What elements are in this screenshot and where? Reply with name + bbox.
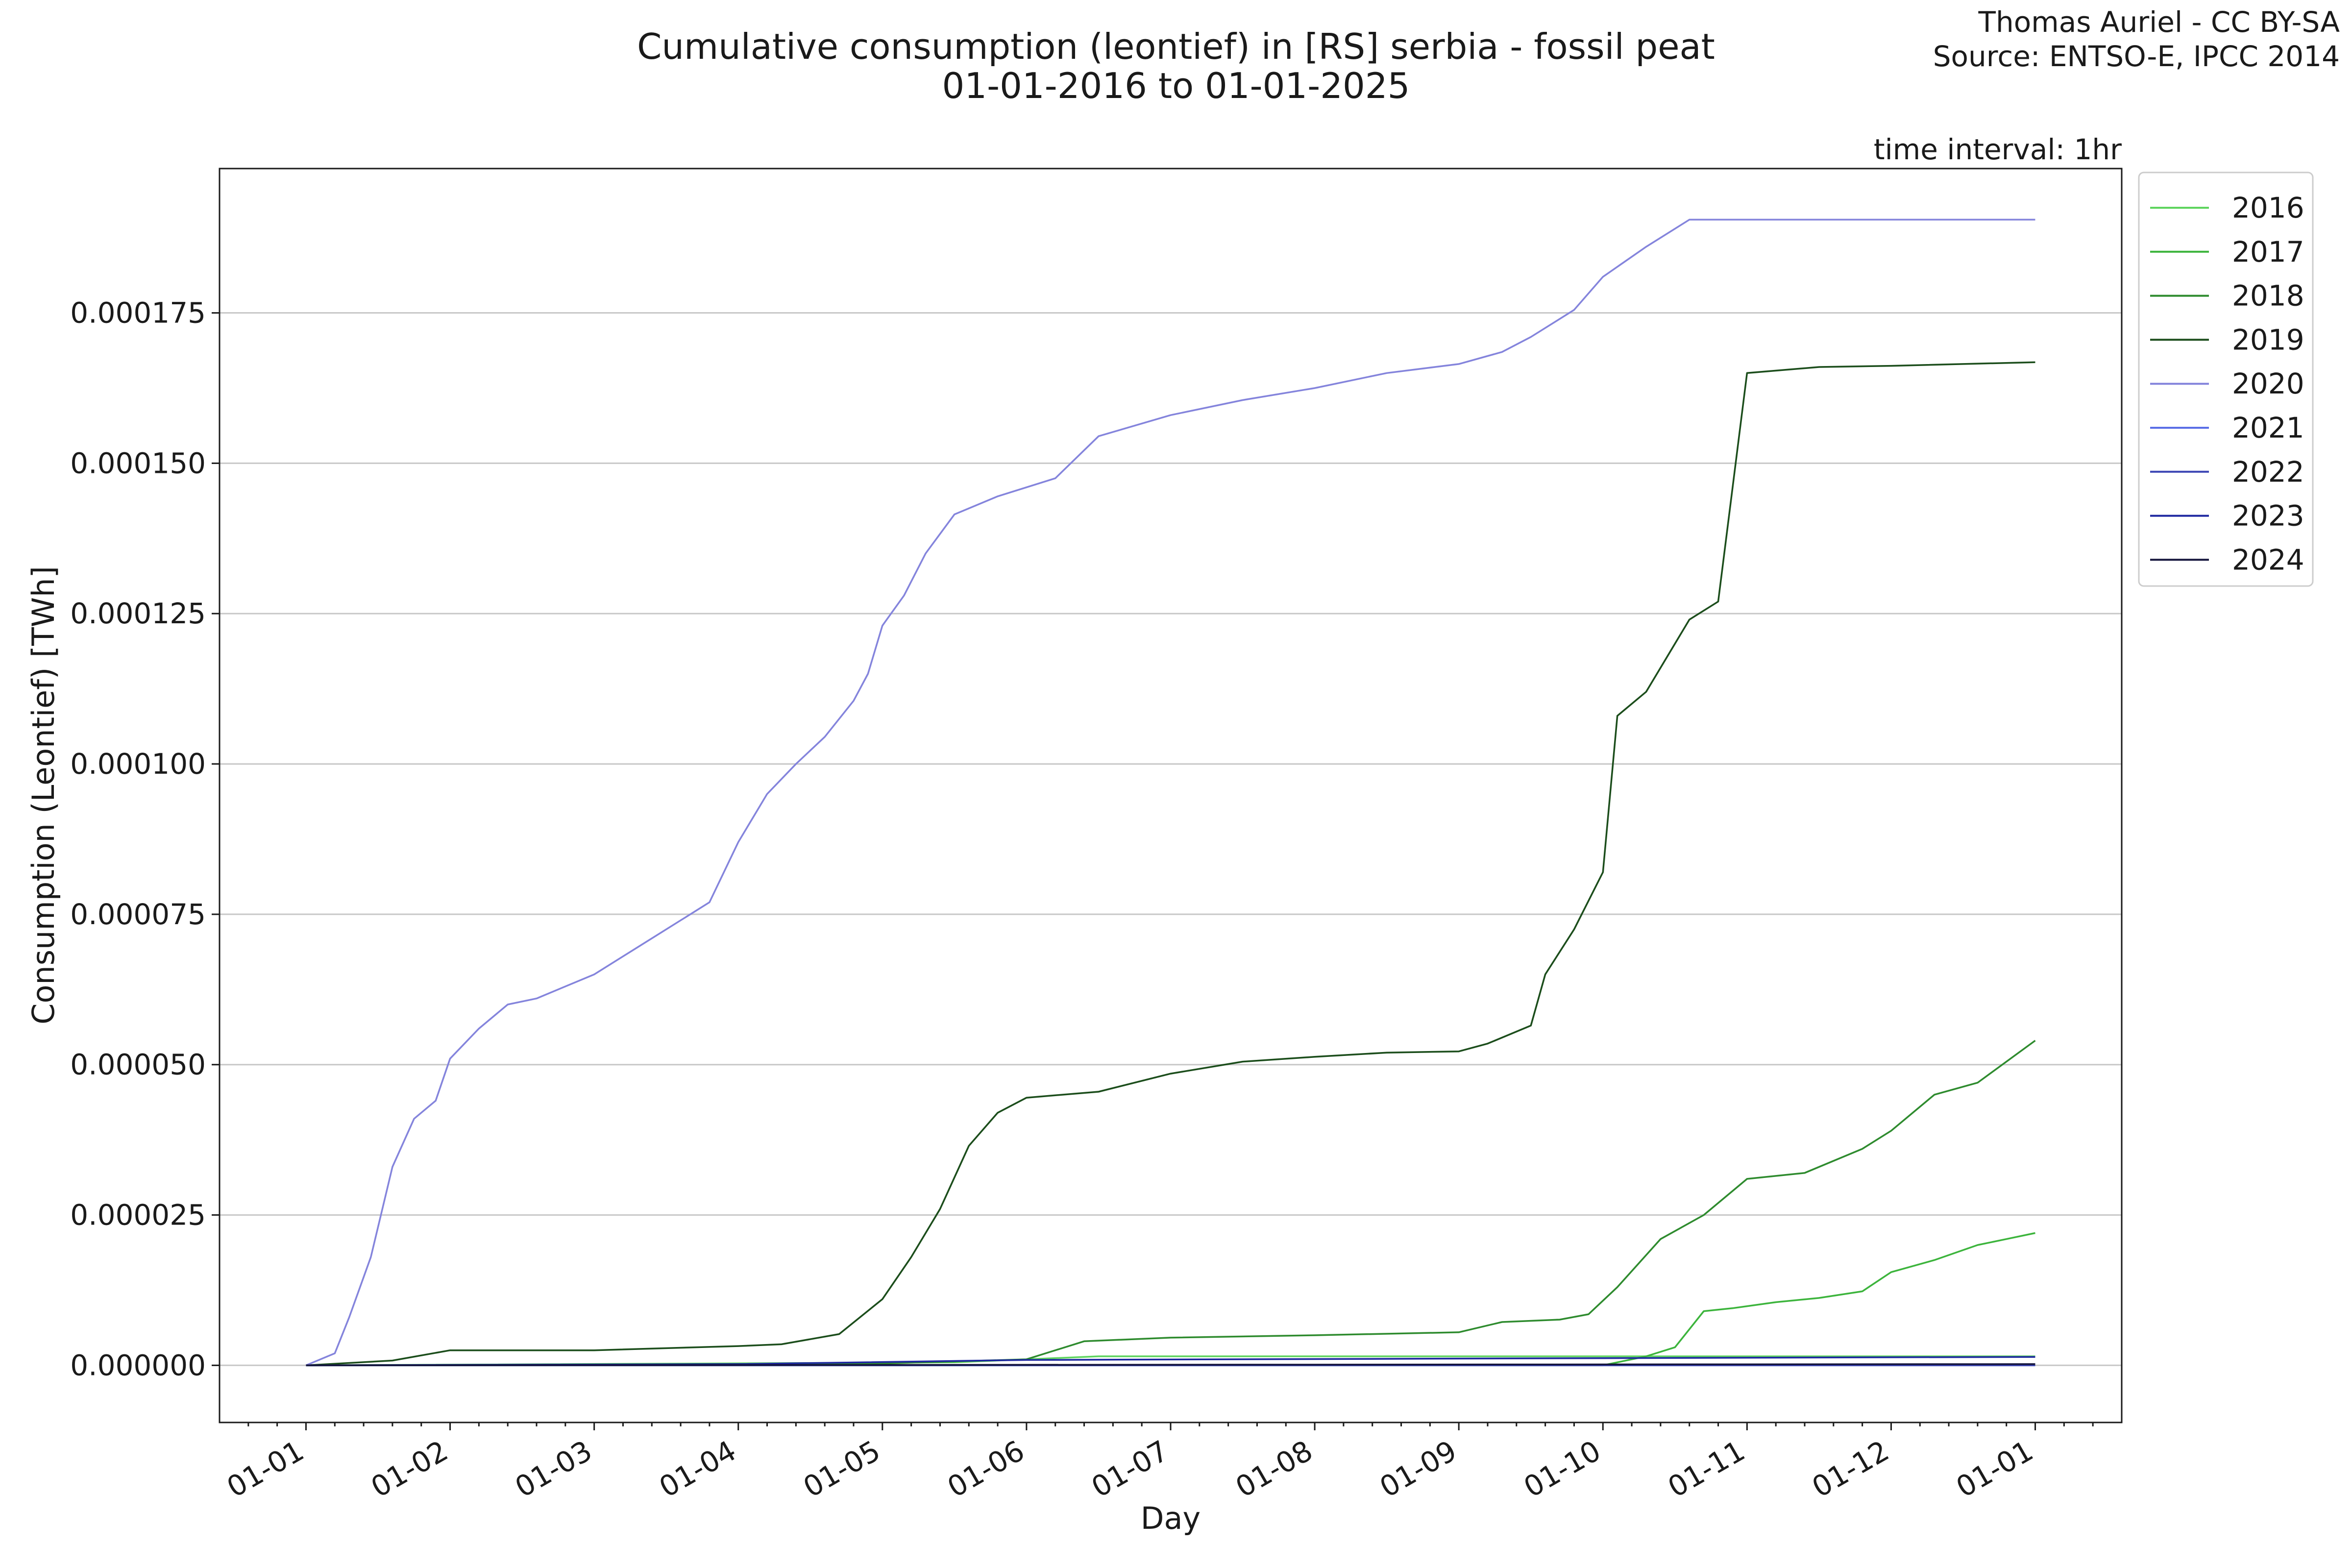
- y-tick-label: 0.000125: [70, 597, 206, 630]
- y-tick-label: 0.000100: [70, 747, 206, 781]
- chart-title: Cumulative consumption (leontief) in [RS…: [637, 26, 1715, 67]
- x-tick-label: 01-02: [366, 1434, 454, 1504]
- x-tick-label: 01-07: [1086, 1434, 1174, 1504]
- time-interval-note: time interval: 1hr: [1874, 133, 2122, 166]
- y-tick-label: 0.000025: [70, 1199, 206, 1232]
- y-tick-labels: 0.000000 0.000025 0.000050 0.000075 0.000100…: [70, 296, 206, 1382]
- legend-label-2022: 2022: [2232, 455, 2304, 489]
- series-line-2020: [305, 219, 2035, 1367]
- gridlines: [220, 312, 2122, 1366]
- legend-label-2017: 2017: [2232, 235, 2304, 269]
- chart-subtitle: 01-01-2016 to 01-01-2025: [942, 65, 1410, 106]
- y-tick-label: 0.000000: [70, 1348, 206, 1382]
- axis-ticks: [212, 312, 2094, 1430]
- x-tick-labels: 01-01 01-02 01-03 01-04 01-05 01-06 01-07 01-08…: [221, 1434, 2038, 1504]
- y-tick-label: 0.000175: [70, 296, 206, 330]
- legend-label-2023: 2023: [2232, 499, 2304, 533]
- legend-box: [2138, 172, 2314, 587]
- y-tick-label: 0.000075: [70, 898, 206, 931]
- legend-label-2021: 2021: [2232, 411, 2304, 444]
- y-axis-label: Consumption (Leontief) [TWh]: [25, 566, 61, 1025]
- plot-series: [305, 219, 2036, 1367]
- x-tick-label: 01-08: [1230, 1434, 1318, 1504]
- legend-label-2019: 2019: [2232, 323, 2304, 356]
- legend-label-2018: 2018: [2232, 279, 2304, 313]
- series-line-2024: [306, 1363, 2035, 1367]
- y-tick-label: 0.000050: [70, 1048, 206, 1081]
- y-tick-label: 0.000150: [70, 446, 206, 480]
- credit-source: Source: ENTSO-E, IPCC 2014: [1933, 40, 2340, 73]
- x-tick-label: 01-04: [654, 1434, 742, 1504]
- x-tick-label: 01-11: [1662, 1434, 1750, 1504]
- x-tick-label: 01-12: [1806, 1434, 1894, 1504]
- x-tick-label: 01-01: [1951, 1434, 2039, 1504]
- legend: 2016 2017 2018 2019 2020 2021 2022 2023 2024: [2138, 172, 2314, 587]
- plot-frame: [219, 168, 2123, 1423]
- legend-label-2020: 2020: [2232, 367, 2304, 400]
- x-axis-label: Day: [1141, 1500, 1200, 1536]
- x-tick-label: 01-06: [942, 1434, 1030, 1504]
- legend-label-2024: 2024: [2232, 543, 2304, 576]
- legend-label-2016: 2016: [2232, 191, 2304, 224]
- x-tick-label: 01-10: [1518, 1434, 1606, 1504]
- series-line-2018: [306, 1040, 2036, 1367]
- x-tick-label: 01-05: [798, 1434, 886, 1504]
- credit-author: Thomas Auriel - CC BY-SA: [1978, 5, 2340, 39]
- x-tick-label: 01-01: [221, 1434, 309, 1504]
- series-line-2019: [306, 361, 2035, 1367]
- x-tick-label: 01-03: [510, 1434, 598, 1504]
- series-line-2017: [306, 1232, 2035, 1367]
- x-tick-label: 01-09: [1374, 1434, 1462, 1504]
